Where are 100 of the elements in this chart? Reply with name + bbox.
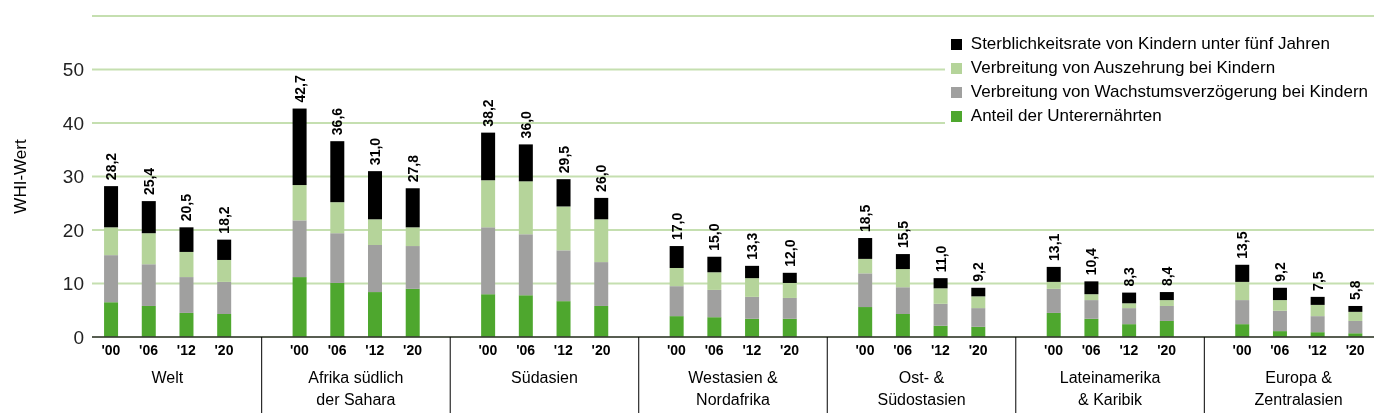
bar (1046, 281, 1061, 289)
total-label: 9,2 (1271, 262, 1288, 282)
bar (782, 272, 797, 283)
bar (405, 288, 420, 337)
bar (594, 305, 609, 337)
bar (368, 219, 383, 245)
bar (745, 296, 760, 319)
bar (1348, 320, 1363, 334)
y-tick-label: 10 (62, 273, 84, 295)
bar (518, 234, 533, 296)
bar (405, 227, 420, 247)
total-label: 38,2 (480, 99, 497, 127)
bar (1084, 281, 1099, 295)
total-label: 13,5 (1234, 231, 1251, 259)
bar (1046, 266, 1061, 282)
x-tick-label: '20 (1345, 342, 1365, 358)
bar (1272, 300, 1287, 311)
x-tick-label: '00 (478, 342, 498, 358)
total-label: 29,5 (555, 145, 572, 174)
bar (368, 292, 383, 337)
bar (141, 201, 156, 234)
bar (518, 295, 533, 337)
bar (292, 220, 307, 278)
bar (1272, 310, 1287, 332)
bar (782, 282, 797, 298)
x-tick-label: '12 (1307, 342, 1328, 358)
bar (1122, 324, 1137, 337)
bar (745, 265, 760, 279)
text: Afrika südlich der Sahara (308, 369, 404, 408)
bar (104, 255, 119, 303)
bar (895, 254, 910, 270)
total-label: 17,0 (668, 212, 685, 241)
bar (933, 278, 948, 289)
bar (858, 273, 873, 308)
bar (104, 227, 119, 256)
bar (1159, 320, 1174, 337)
bar (669, 246, 684, 268)
bar (1159, 305, 1174, 321)
bar (141, 233, 156, 265)
bar (1122, 308, 1137, 325)
total-label: 20,5 (178, 193, 195, 222)
bar (1310, 304, 1325, 317)
bar (1046, 288, 1061, 313)
x-tick-label: '06 (327, 342, 347, 358)
bar (292, 185, 307, 221)
x-tick-label: '06 (1081, 342, 1101, 358)
x-tick-label: '06 (893, 342, 913, 358)
bar (141, 264, 156, 306)
x-tick-label: '00 (855, 342, 875, 358)
bar (556, 301, 571, 337)
bar (141, 305, 156, 337)
text: Europa & Zentralasien (1254, 369, 1343, 408)
bar (1235, 264, 1250, 282)
total-label: 13,1 (1045, 233, 1062, 261)
legend-label: Anteil der Unterernährten (970, 105, 1162, 127)
bar (971, 308, 986, 327)
bar (292, 277, 307, 337)
total-label: 36,6 (329, 107, 346, 136)
total-label: 15,5 (894, 220, 911, 249)
bar (594, 262, 609, 306)
x-tick-label: '12 (1119, 342, 1139, 358)
bar (858, 238, 873, 259)
x-tick-label: '00 (666, 342, 687, 358)
bar (1122, 292, 1137, 304)
text: Lateinamerika & Karibik (1059, 369, 1161, 408)
x-tick-label: '00 (289, 342, 310, 358)
bar (745, 278, 760, 297)
bar (217, 239, 232, 260)
bar (782, 297, 797, 319)
x-tick-label: '20 (591, 342, 611, 358)
x-tick-label: '20 (1157, 342, 1177, 358)
total-label: 5,8 (1347, 280, 1364, 300)
bar (1159, 300, 1174, 306)
text: Westasien & Nordafrika (688, 369, 779, 408)
bar (405, 246, 420, 289)
bar (1235, 324, 1250, 337)
total-label: 8,4 (1158, 266, 1175, 287)
legend-label: Verbreitung von Auszehrung bei Kindern (970, 57, 1276, 79)
x-tick-label: '12 (930, 342, 951, 358)
bar (933, 288, 948, 304)
y-tick-label: 30 (62, 166, 84, 188)
bar (707, 289, 722, 318)
bar (179, 277, 194, 313)
x-tick-label: '12 (365, 342, 385, 358)
y-tick-label: 20 (62, 219, 84, 241)
text: Welt (151, 369, 184, 386)
x-tick-label: '20 (214, 342, 234, 358)
total-label: 42,7 (291, 75, 308, 103)
total-label: 13,3 (744, 232, 761, 260)
x-tick-label: '06 (516, 342, 536, 358)
bar (669, 286, 684, 317)
bar (707, 256, 722, 273)
bar (405, 188, 420, 228)
bar (217, 281, 232, 314)
total-label: 10,4 (1083, 247, 1100, 276)
bar (594, 219, 609, 263)
x-tick-label: '12 (742, 342, 762, 358)
total-label: 27,8 (404, 154, 421, 183)
total-label: 9,2 (970, 262, 987, 282)
total-label: 18,2 (216, 206, 233, 234)
